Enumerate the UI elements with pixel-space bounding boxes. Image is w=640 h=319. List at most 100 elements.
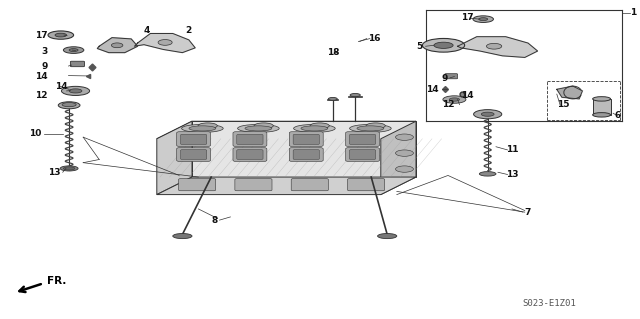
FancyBboxPatch shape xyxy=(70,61,84,67)
Text: 3: 3 xyxy=(42,47,48,56)
Text: 17: 17 xyxy=(461,13,474,22)
Text: S023-E1Z01: S023-E1Z01 xyxy=(522,299,576,308)
Ellipse shape xyxy=(396,134,413,140)
Ellipse shape xyxy=(443,96,466,103)
Text: 14: 14 xyxy=(54,82,67,91)
FancyBboxPatch shape xyxy=(289,132,323,146)
Text: 12: 12 xyxy=(442,100,454,109)
Ellipse shape xyxy=(58,102,80,109)
FancyBboxPatch shape xyxy=(177,132,211,146)
Ellipse shape xyxy=(449,98,460,101)
Ellipse shape xyxy=(62,103,76,107)
FancyBboxPatch shape xyxy=(293,150,319,160)
FancyBboxPatch shape xyxy=(233,148,267,161)
Ellipse shape xyxy=(357,126,384,131)
Ellipse shape xyxy=(328,98,337,100)
Ellipse shape xyxy=(396,150,413,156)
FancyBboxPatch shape xyxy=(180,134,207,145)
Ellipse shape xyxy=(481,112,494,116)
Ellipse shape xyxy=(61,86,90,95)
Ellipse shape xyxy=(422,39,465,52)
FancyBboxPatch shape xyxy=(233,132,267,146)
Text: 6: 6 xyxy=(614,111,621,120)
Text: 14: 14 xyxy=(461,91,474,100)
FancyBboxPatch shape xyxy=(291,179,328,191)
Polygon shape xyxy=(97,38,138,53)
Ellipse shape xyxy=(48,31,74,39)
Polygon shape xyxy=(157,121,192,195)
Ellipse shape xyxy=(473,16,493,22)
Ellipse shape xyxy=(63,47,84,53)
FancyBboxPatch shape xyxy=(180,150,207,160)
Polygon shape xyxy=(192,121,416,177)
Ellipse shape xyxy=(474,110,502,119)
Ellipse shape xyxy=(350,93,360,97)
Polygon shape xyxy=(593,99,611,115)
Ellipse shape xyxy=(479,18,488,21)
Ellipse shape xyxy=(349,124,391,132)
Ellipse shape xyxy=(366,123,385,129)
Text: 5: 5 xyxy=(416,42,422,51)
Text: 15: 15 xyxy=(557,100,570,109)
Ellipse shape xyxy=(378,234,397,239)
Text: 13: 13 xyxy=(506,170,518,179)
Polygon shape xyxy=(134,33,195,53)
Ellipse shape xyxy=(396,166,413,172)
Text: 16: 16 xyxy=(368,34,381,43)
Ellipse shape xyxy=(189,126,216,131)
Text: 9: 9 xyxy=(42,63,48,71)
Ellipse shape xyxy=(60,166,78,171)
Text: 18: 18 xyxy=(326,48,339,57)
Ellipse shape xyxy=(63,167,75,170)
Ellipse shape xyxy=(69,89,82,93)
Ellipse shape xyxy=(55,33,67,37)
Polygon shape xyxy=(557,86,582,99)
Polygon shape xyxy=(381,121,416,195)
Ellipse shape xyxy=(69,48,78,52)
Text: 14: 14 xyxy=(426,85,438,94)
Ellipse shape xyxy=(254,123,273,129)
FancyBboxPatch shape xyxy=(237,134,263,145)
Ellipse shape xyxy=(593,113,611,117)
FancyBboxPatch shape xyxy=(445,74,458,79)
Ellipse shape xyxy=(173,234,192,239)
Text: 12: 12 xyxy=(35,91,48,100)
Ellipse shape xyxy=(593,97,611,101)
Polygon shape xyxy=(157,177,416,195)
Text: 14: 14 xyxy=(35,72,48,81)
Text: 1: 1 xyxy=(630,8,637,17)
FancyBboxPatch shape xyxy=(179,179,216,191)
Ellipse shape xyxy=(158,40,172,45)
FancyBboxPatch shape xyxy=(289,148,323,161)
Text: 13: 13 xyxy=(48,168,61,177)
Text: 8: 8 xyxy=(211,216,218,225)
FancyBboxPatch shape xyxy=(349,150,376,160)
Ellipse shape xyxy=(486,43,502,49)
FancyBboxPatch shape xyxy=(346,148,380,161)
Text: 10: 10 xyxy=(29,130,42,138)
Text: FR.: FR. xyxy=(47,276,66,286)
Text: 11: 11 xyxy=(506,145,518,154)
FancyBboxPatch shape xyxy=(177,148,211,161)
FancyBboxPatch shape xyxy=(349,134,376,145)
Text: 2: 2 xyxy=(186,26,192,35)
Ellipse shape xyxy=(479,172,496,176)
FancyBboxPatch shape xyxy=(235,179,272,191)
Ellipse shape xyxy=(237,124,279,132)
Polygon shape xyxy=(157,121,416,139)
Ellipse shape xyxy=(111,43,123,48)
Ellipse shape xyxy=(310,123,330,129)
Ellipse shape xyxy=(198,123,218,129)
FancyBboxPatch shape xyxy=(348,179,385,191)
Ellipse shape xyxy=(245,126,272,131)
Ellipse shape xyxy=(182,124,223,132)
FancyBboxPatch shape xyxy=(346,132,380,146)
Text: 7: 7 xyxy=(525,208,531,217)
Text: 17: 17 xyxy=(35,31,48,40)
FancyBboxPatch shape xyxy=(237,150,263,160)
Ellipse shape xyxy=(294,124,335,132)
Ellipse shape xyxy=(434,42,453,48)
Ellipse shape xyxy=(301,126,328,131)
Polygon shape xyxy=(458,37,538,57)
Text: 9: 9 xyxy=(442,74,448,83)
